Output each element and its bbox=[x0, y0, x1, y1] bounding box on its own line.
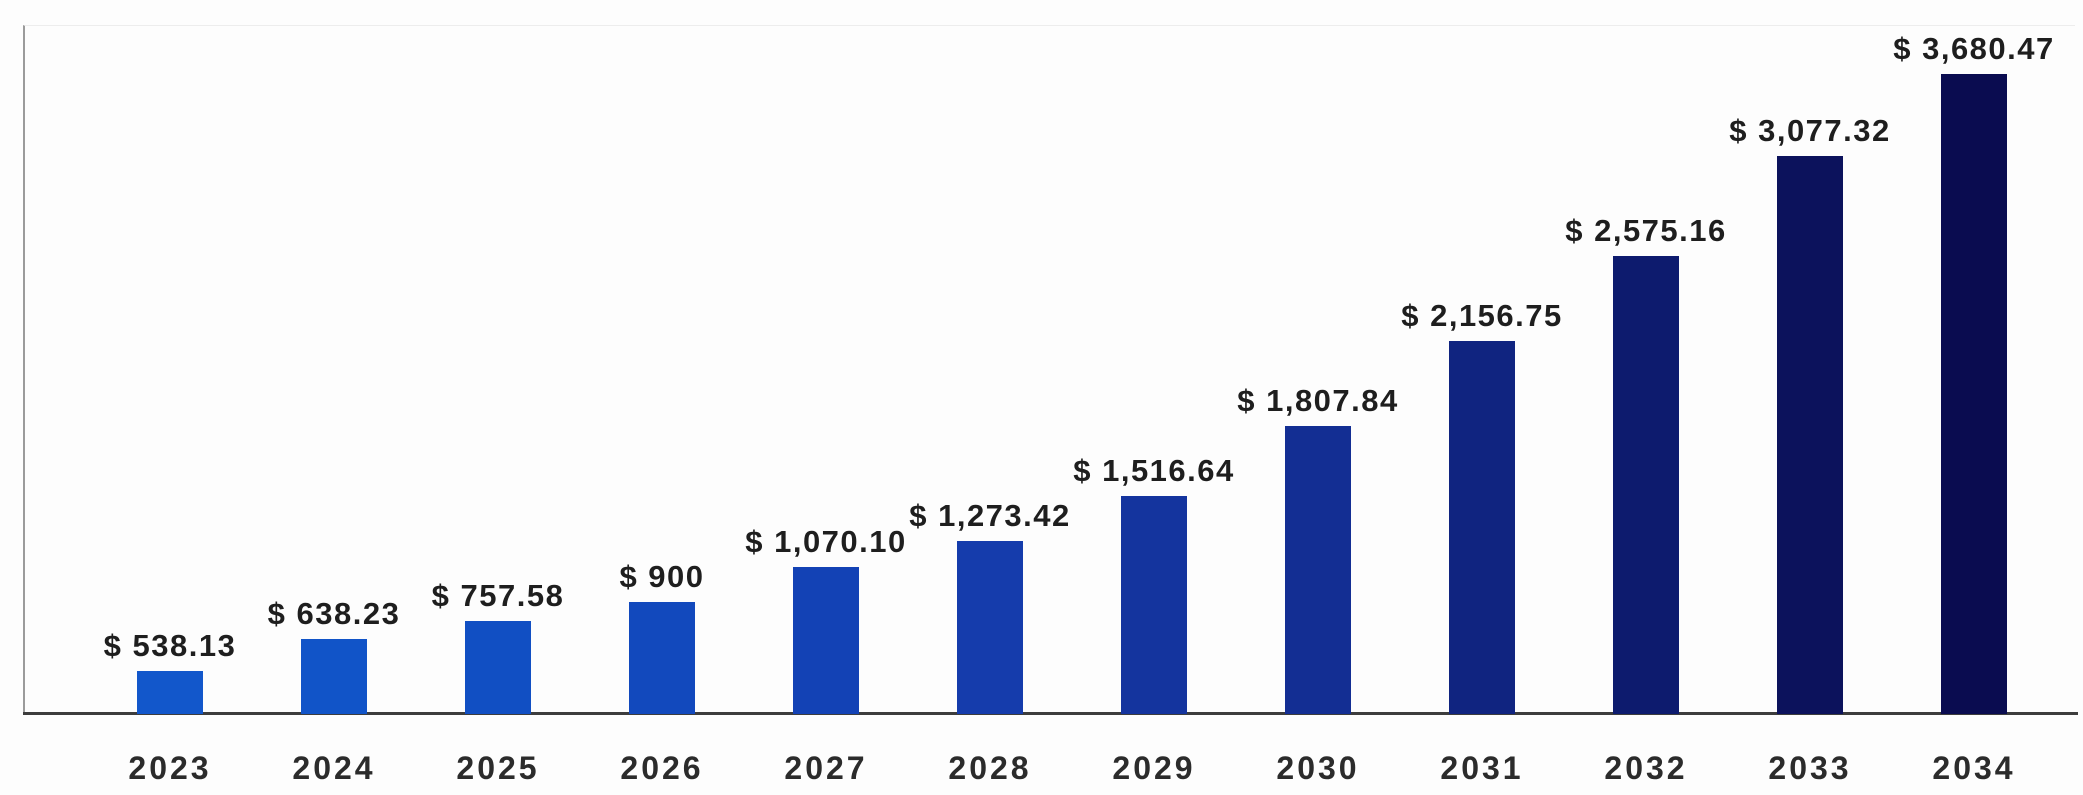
x-tick-label-2028: 2028 bbox=[948, 750, 1032, 786]
plot-area bbox=[23, 25, 2075, 714]
x-tick-label-2032: 2032 bbox=[1604, 750, 1688, 786]
x-tick-label-2023: 2023 bbox=[128, 750, 212, 786]
x-tick-label-2034: 2034 bbox=[1932, 750, 2016, 786]
x-tick-label-2026: 2026 bbox=[620, 750, 704, 786]
x-tick-label-2029: 2029 bbox=[1112, 750, 1196, 786]
x-tick-label-2030: 2030 bbox=[1276, 750, 1360, 786]
x-tick-label-2025: 2025 bbox=[456, 750, 540, 786]
x-tick-label-2027: 2027 bbox=[784, 750, 868, 786]
x-tick-label-2033: 2033 bbox=[1768, 750, 1852, 786]
x-tick-label-2024: 2024 bbox=[292, 750, 376, 786]
x-tick-label-2031: 2031 bbox=[1440, 750, 1524, 786]
x-axis-line bbox=[23, 712, 2078, 715]
